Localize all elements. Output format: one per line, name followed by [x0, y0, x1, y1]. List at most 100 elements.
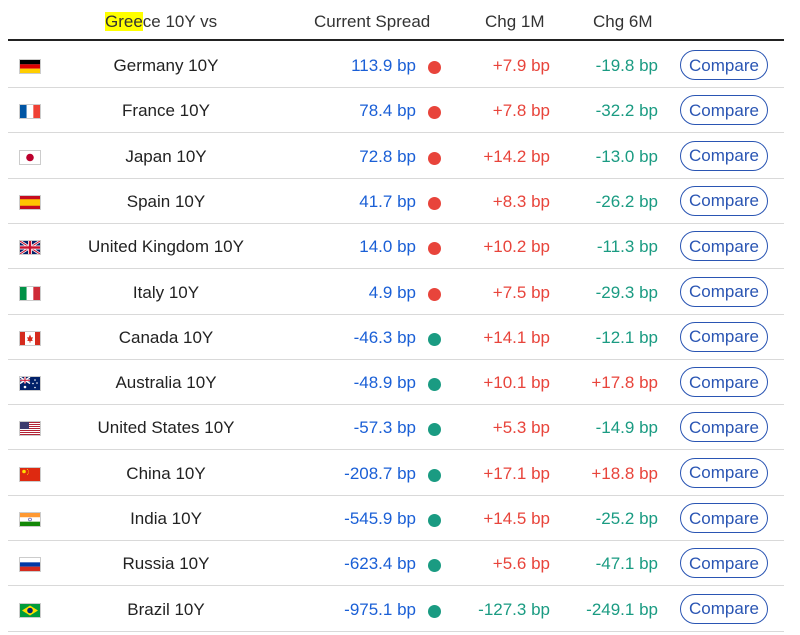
compare-button[interactable]: Compare [680, 321, 768, 352]
status-dot-icon [428, 604, 441, 618]
change-1m: +7.9 bp [492, 56, 550, 75]
change-6m: -14.9 bp [595, 418, 658, 438]
bond-name: China 10Y [126, 463, 206, 483]
change-6m: -32.2 bp [595, 101, 658, 121]
spain-flag-icon [20, 195, 40, 209]
russia-flag-icon [20, 558, 40, 572]
search-highlight: Gree [105, 12, 143, 31]
compare-button[interactable]: Compare [680, 231, 768, 262]
change-1m: +10.1 bp [483, 373, 550, 393]
compare-button[interactable]: Compare [680, 503, 768, 533]
current-spread: -975.1 bp [344, 599, 416, 619]
status-dot-icon [428, 559, 441, 573]
status-dot-icon [428, 151, 441, 165]
change-1m: +5.6 bp [492, 554, 550, 574]
bond-name: Germany 10Y [113, 56, 219, 75]
change-1m: +5.3 bp [492, 418, 550, 438]
bond-name: Spain 10Y [126, 191, 206, 211]
status-dot-icon [428, 423, 441, 437]
table-row: Russia 10Y -623.4 bp +5.6 bp -47.1 bp Compar… [8, 541, 784, 587]
brazil-flag-icon [20, 603, 40, 617]
compare-button[interactable]: Compare [680, 548, 768, 579]
change-1m: +8.3 bp [492, 191, 550, 211]
compare-button[interactable]: Compare [680, 185, 768, 216]
australia-flag-icon [20, 377, 40, 391]
table-header: Greece 10Y vs Current Spread Chg 1M Chg … [8, 0, 784, 41]
status-dot-icon [428, 378, 441, 392]
header-chg1m: Chg 1M [485, 12, 545, 31]
compare-button[interactable]: Compare [680, 593, 768, 624]
table-row: Spain 10Y 41.7 bp +8.3 bp -26.2 bp Compare [8, 179, 784, 224]
header-spread: Current Spread [314, 12, 431, 31]
change-1m: +14.2 bp [483, 146, 550, 166]
bond-name: India 10Y [130, 509, 202, 528]
table-row: France 10Y 78.4 bp +7.8 bp -32.2 bp Compare [8, 88, 784, 134]
compare-button[interactable]: Compare [680, 50, 768, 80]
compare-button[interactable]: Compare [680, 95, 768, 126]
status-dot-icon [428, 61, 441, 74]
uk-flag-icon [20, 241, 40, 255]
current-spread: 4.9 bp [368, 282, 416, 302]
change-6m: -249.1 bp [586, 599, 658, 619]
current-spread: -623.4 bp [344, 554, 416, 574]
bond-name: United States 10Y [97, 418, 235, 438]
compare-button[interactable]: Compare [680, 276, 768, 307]
change-1m: +10.2 bp [483, 237, 550, 257]
canada-flag-icon [20, 331, 40, 345]
change-1m: -127.3 bp [478, 599, 550, 619]
change-6m: -12.1 bp [595, 327, 658, 347]
bond-name: United Kingdom 10Y [88, 237, 244, 257]
china-flag-icon [20, 467, 40, 481]
status-dot-icon [428, 468, 441, 482]
bond-name: Italy 10Y [132, 282, 200, 302]
current-spread: 78.4 bp [359, 101, 416, 121]
compare-button[interactable]: Compare [680, 140, 768, 171]
change-6m: +18.8 bp [591, 463, 658, 483]
current-spread: -57.3 bp [353, 418, 416, 438]
change-6m: -26.2 bp [595, 191, 658, 211]
change-1m: +7.8 bp [492, 101, 550, 121]
compare-button[interactable]: Compare [680, 412, 768, 443]
table-row: Germany 10Y 113.9 bp +7.9 bp -19.8 bp Compar… [8, 43, 784, 88]
bond-name: Russia 10Y [122, 554, 210, 574]
change-1m: +14.1 bp [483, 327, 550, 347]
current-spread: 113.9 bp [351, 56, 416, 75]
current-spread: 41.7 bp [359, 191, 416, 211]
table-row: Japan 10Y 72.8 bp +14.2 bp -13.0 bp Compare [8, 134, 784, 179]
change-6m: +17.8 bp [591, 373, 658, 393]
usa-flag-icon [20, 422, 40, 436]
italy-flag-icon [20, 286, 40, 300]
change-6m: -19.8 bp [595, 56, 658, 75]
compare-button[interactable]: Compare [680, 457, 768, 488]
table-row: Canada 10Y -46.3 bp +14.1 bp -12.1 bp Compar… [8, 315, 784, 360]
table-row: Italy 10Y 4.9 bp +7.5 bp -29.3 bp Compare [8, 270, 784, 315]
change-6m: -11.3 bp [596, 237, 658, 257]
germany-flag-icon [20, 60, 40, 73]
status-dot-icon [428, 332, 441, 346]
bond-name: Australia 10Y [115, 373, 217, 393]
current-spread: -48.9 bp [353, 373, 416, 393]
japan-flag-icon [20, 150, 40, 164]
bond-name: Canada 10Y [118, 327, 214, 347]
change-6m: -47.1 bp [595, 554, 658, 574]
current-spread: -208.7 bp [344, 463, 416, 483]
table-row: Brazil 10Y -975.1 bp -127.3 bp -249.1 bp Com… [8, 587, 784, 632]
change-1m: +14.5 bp [483, 509, 550, 528]
status-dot-icon [428, 106, 441, 120]
change-6m: -25.2 bp [595, 509, 658, 528]
status-dot-icon [428, 196, 441, 210]
header-chg6m: Chg 6M [593, 12, 653, 31]
status-dot-icon [428, 514, 441, 527]
table-row: India 10Y -545.9 bp +14.5 bp -25.2 bp Compar… [8, 496, 784, 541]
table-row: United Kingdom 10Y 14.0 bp +10.2 bp -11.3 b… [8, 224, 784, 270]
table-row: China 10Y -208.7 bp +17.1 bp +18.8 bp Compar… [8, 451, 784, 496]
france-flag-icon [20, 105, 40, 119]
change-6m: -13.0 bp [595, 146, 658, 166]
change-6m: -29.3 bp [595, 282, 658, 302]
compare-button[interactable]: Compare [680, 367, 768, 398]
table-row: Australia 10Y -48.9 bp +10.1 bp +17.8 bp Com… [8, 360, 784, 406]
header-name: Greece 10Y vs [105, 12, 218, 31]
current-spread: -545.9 bp [344, 509, 416, 528]
bond-name: Japan 10Y [125, 146, 207, 166]
